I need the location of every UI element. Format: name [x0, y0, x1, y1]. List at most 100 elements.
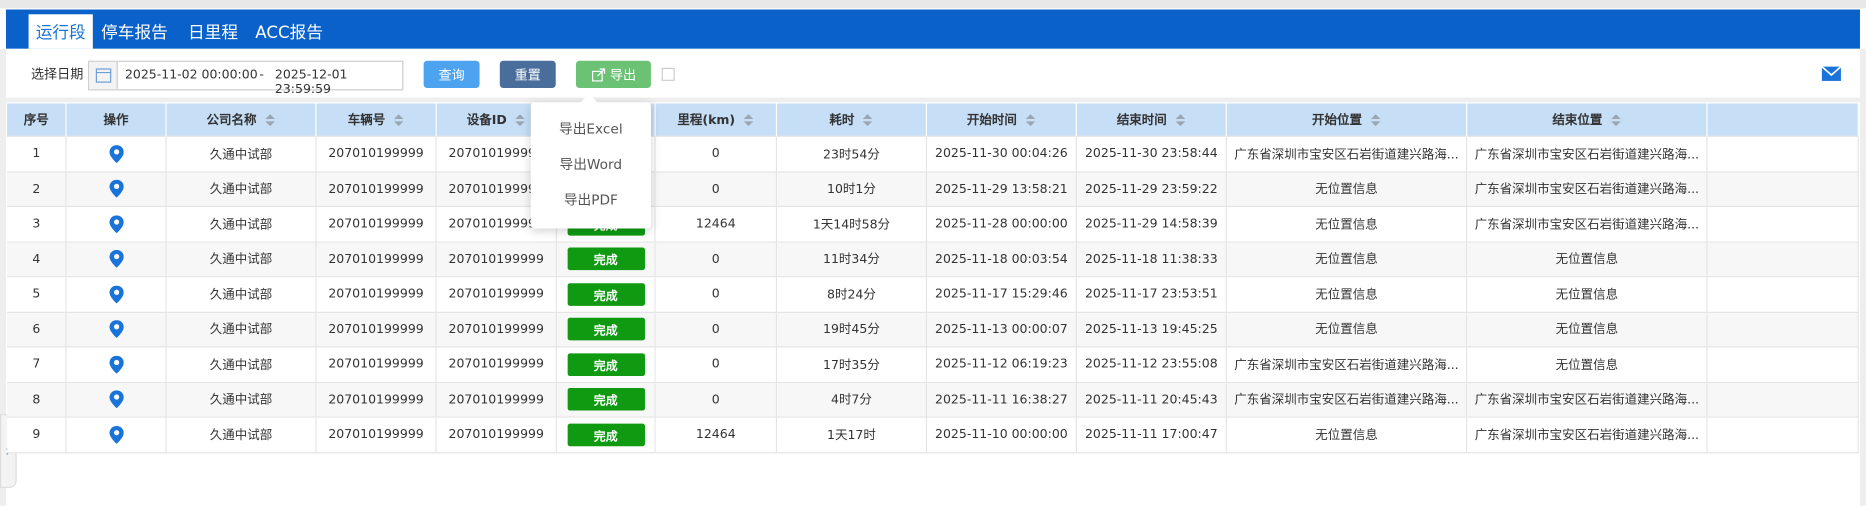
table-cell: 无位置信息 [1467, 312, 1708, 348]
cell-text: 广东省深圳市宝安区石岩街道建兴路海... [1234, 357, 1459, 373]
tab[interactable]: 停车报告 [101, 23, 168, 43]
table-cell: 广东省深圳市宝安区石岩街道建兴路海... [1467, 417, 1708, 453]
cell-text: 0 [711, 287, 720, 302]
cell-text: 2025-11-11 17:00:47 [1084, 427, 1218, 442]
sort-icon[interactable] [514, 112, 526, 126]
location-pin[interactable] [108, 390, 124, 409]
location-pin[interactable] [108, 250, 124, 269]
cell-text: 207010199999 [448, 287, 544, 302]
button-label: 重置 [514, 67, 541, 83]
location-pin[interactable] [108, 215, 124, 233]
cell-text: 0 [711, 392, 720, 407]
toolbar-button[interactable]: 查询 [423, 60, 480, 89]
cell-text: 2025-11-30 00:04:26 [935, 146, 1068, 161]
button-label: 导出 [609, 67, 637, 83]
sort-icon[interactable] [1609, 112, 1621, 126]
cell-text: 6 [32, 322, 41, 337]
location-pin[interactable] [108, 355, 124, 374]
table-cell: 2025-11-17 15:29:46 [927, 277, 1077, 313]
location-pin[interactable] [108, 144, 124, 163]
location-pin[interactable] [108, 425, 124, 444]
cell-text: 2025-11-12 23:55:08 [1084, 357, 1218, 372]
cell-text: 无位置信息 [1315, 287, 1378, 302]
table-cell [66, 207, 167, 243]
sort-icon[interactable] [1024, 112, 1036, 126]
cell-text: 无位置信息 [1555, 322, 1619, 338]
mail-icon[interactable] [1821, 64, 1842, 83]
table-cell: 久通中试部 [166, 207, 317, 243]
tab[interactable]: ACC报告 [255, 23, 324, 43]
table-cell: 广东省深圳市宝安区石岩街道建兴路海... [1226, 347, 1468, 383]
table-cell: 207010199999 [316, 382, 437, 418]
table-cell: 2025-11-29 23:59:22 [1076, 171, 1227, 208]
sort-icon[interactable] [1369, 112, 1381, 126]
cell-text: 无位置信息 [1555, 287, 1619, 302]
table-header-cell: 耗时 [777, 103, 928, 137]
table-header-cell: 里程(km) [655, 103, 778, 137]
table-cell: 久通中试部 [166, 312, 317, 348]
table-cell: 无位置信息 [1226, 171, 1468, 208]
sort-icon[interactable] [862, 112, 874, 126]
export-menu-item[interactable]: 导出Excel [559, 120, 623, 137]
table-cell [66, 312, 167, 348]
table-cell: 2025-11-18 11:38:33 [1076, 242, 1227, 278]
cell-text: 7 [32, 357, 41, 372]
column-title: 结束时间 [1116, 113, 1167, 128]
location-pin[interactable] [108, 179, 124, 198]
table-cell: 久通中试部 [166, 277, 317, 313]
cell-text: 2025-11-11 16:38:27 [935, 392, 1068, 407]
table-cell: 2025-11-30 23:58:44 [1076, 136, 1227, 172]
date-separator: - [259, 67, 264, 83]
table-cell: 12464 [655, 417, 778, 453]
sort-icon[interactable] [742, 112, 754, 126]
table-cell: 207010199999 [316, 207, 437, 243]
cell-text: 4时7分 [830, 392, 872, 408]
table-cell: 23时54分 [777, 136, 928, 172]
date-start: 2025-11-02 00:00:00 [124, 67, 258, 83]
column-title: 设备ID [466, 113, 507, 128]
export-menu-item[interactable]: 导出PDF [563, 191, 618, 209]
status-text: 完成 [593, 325, 618, 339]
table-cell: 广东省深圳市宝安区石岩街道建兴路海... [1226, 136, 1468, 172]
calendar-icon [89, 61, 118, 90]
cell-text: 无位置信息 [1315, 322, 1378, 338]
sort-icon[interactable] [1174, 112, 1186, 126]
status-text: 完成 [593, 430, 618, 444]
cell-text: 23时54分 [823, 147, 880, 162]
toolbar-button[interactable]: 重置 [499, 60, 556, 89]
table-cell: 207010199999 [436, 277, 557, 313]
table-cell: 无位置信息 [1226, 207, 1468, 243]
cell-text: 无位置信息 [1315, 217, 1378, 232]
cell-text: 207010199999 [448, 322, 544, 337]
export-menu-item[interactable]: 导出Word [559, 155, 623, 173]
table-cell: 无位置信息 [1226, 277, 1468, 313]
table-cell: 0 [655, 312, 778, 348]
cell-text: 久通中试部 [209, 217, 273, 232]
location-pin[interactable] [108, 285, 124, 304]
tab[interactable]: 运行段 [28, 14, 93, 49]
table-cell: 9 [7, 417, 67, 453]
location-pin[interactable] [108, 320, 124, 339]
sort-icon[interactable] [392, 112, 404, 126]
status-badge: 完成 [567, 247, 645, 271]
cell-text: 207010199999 [328, 216, 424, 232]
cell-text: 广东省深圳市宝安区石岩街道建兴路海... [1234, 147, 1459, 162]
table-cell: 2025-11-13 00:00:07 [927, 312, 1077, 348]
date-range-input[interactable]: 2025-11-02 00:00:00-2025-12-01 23:59:59 [88, 60, 404, 96]
toolbar-button[interactable]: 导出 [575, 60, 651, 89]
table-header-cell [1707, 103, 1859, 137]
checkbox[interactable] [661, 67, 675, 81]
status-text: 完成 [593, 254, 618, 269]
table-cell: 207010199999 [316, 242, 437, 278]
table-cell: 207010199999 [316, 312, 437, 348]
table-cell: 2025-11-29 13:58:21 [927, 171, 1077, 208]
cell-text: 207010199999 [448, 181, 544, 197]
table-cell: 1天14时58分 [777, 207, 928, 243]
table-cell: 2025-11-11 20:45:43 [1076, 382, 1227, 418]
tab[interactable]: 日里程 [188, 23, 239, 43]
sort-icon[interactable] [264, 112, 276, 126]
table-cell: 无位置信息 [1467, 347, 1708, 383]
table-cell: 207010199999 [436, 242, 557, 278]
cell-text: 4 [32, 251, 41, 267]
